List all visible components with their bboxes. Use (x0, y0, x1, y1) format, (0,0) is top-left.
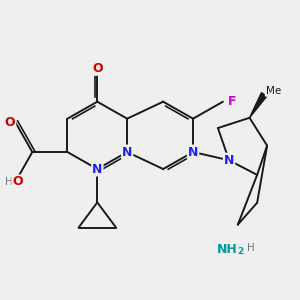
Text: N: N (188, 146, 198, 158)
Text: O: O (92, 62, 103, 75)
Text: NH: NH (217, 243, 238, 256)
Text: F: F (228, 95, 237, 108)
Polygon shape (250, 93, 267, 118)
Text: H: H (247, 243, 255, 253)
Text: N: N (224, 154, 234, 167)
Text: H: H (5, 177, 13, 187)
Text: Me: Me (266, 86, 281, 96)
Text: O: O (5, 116, 15, 129)
Text: N: N (122, 146, 132, 158)
Text: N: N (92, 163, 103, 176)
Text: 2: 2 (237, 248, 244, 256)
Text: O: O (12, 176, 23, 188)
